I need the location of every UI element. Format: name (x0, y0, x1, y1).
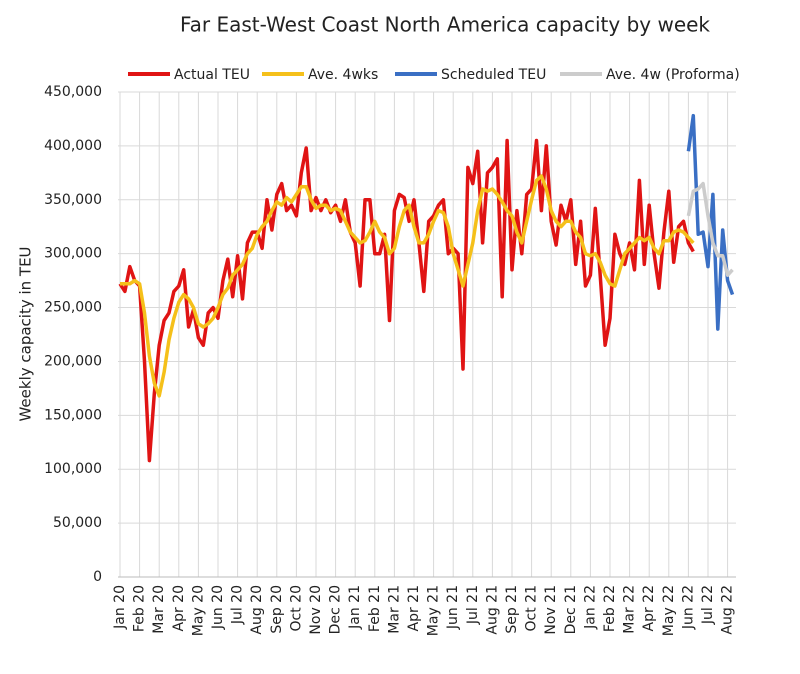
y-tick-label: 300,000 (44, 246, 102, 262)
x-tick-label: Jul 20 (230, 585, 246, 625)
x-tick-label: Feb 20 (132, 585, 148, 632)
y-tick-label: 250,000 (44, 300, 102, 316)
chart-title: Far East-West Coast North America capaci… (180, 13, 710, 37)
x-tick-label: Jan 20 (112, 585, 128, 630)
x-tick-label: Nov 20 (308, 585, 324, 635)
y-axis-label: Weekly capacity in TEU (17, 246, 35, 421)
x-tick-label: Jun 21 (445, 585, 461, 630)
x-tick-label: Feb 22 (602, 585, 618, 632)
x-tick-label: Jan 21 (347, 585, 363, 630)
x-tick-label: Jun 20 (210, 585, 226, 630)
legend-label: Ave. 4w (Proforma) (606, 67, 740, 83)
series-line (120, 174, 695, 398)
series-line (686, 181, 734, 277)
x-tick-label: Oct 20 (288, 585, 304, 631)
x-tick-label: Sep 20 (269, 585, 285, 634)
x-tick-label: Aug 21 (484, 585, 500, 635)
x-tick-label: Mar 22 (622, 585, 638, 634)
x-tick-label: Sep 21 (504, 585, 520, 634)
x-tick-label: Apr 21 (406, 585, 422, 631)
x-tick-label: Mar 20 (151, 585, 167, 634)
x-tick-label: Mar 21 (386, 585, 402, 634)
x-tick-label: Apr 20 (171, 585, 187, 631)
y-tick-label: 200,000 (44, 353, 102, 369)
y-tick-label: 350,000 (44, 192, 102, 208)
x-tick-label: Feb 21 (367, 585, 383, 632)
y-tick-label: 150,000 (44, 407, 102, 423)
x-tick-label: Jul 21 (465, 585, 481, 625)
legend-label: Actual TEU (174, 67, 250, 83)
x-tick-label: Jan 22 (582, 585, 598, 630)
x-tick-label: Oct 21 (524, 585, 540, 631)
x-tick-label: Apr 22 (641, 585, 657, 631)
y-tick-label: 450,000 (44, 84, 102, 100)
legend-label: Ave. 4wks (308, 67, 378, 83)
y-tick-label: 400,000 (44, 138, 102, 154)
x-tick-label: May 20 (190, 585, 206, 636)
series-line (118, 138, 695, 463)
x-tick-label: Dec 20 (328, 585, 344, 634)
y-tick-label: 50,000 (53, 515, 102, 531)
x-tick-label: Jul 22 (700, 585, 716, 625)
y-tick-label: 100,000 (44, 461, 102, 477)
y-tick-label: 0 (93, 569, 102, 585)
legend-label: Scheduled TEU (441, 67, 546, 83)
x-tick-label: Nov 21 (543, 585, 559, 635)
x-tick-label: Jun 22 (680, 585, 696, 630)
x-tick-label: May 22 (661, 585, 677, 636)
x-tick-label: Dec 21 (563, 585, 579, 634)
x-tick-label: Aug 22 (720, 585, 736, 635)
x-tick-label: May 21 (426, 585, 442, 636)
x-tick-label: Aug 20 (249, 585, 265, 635)
